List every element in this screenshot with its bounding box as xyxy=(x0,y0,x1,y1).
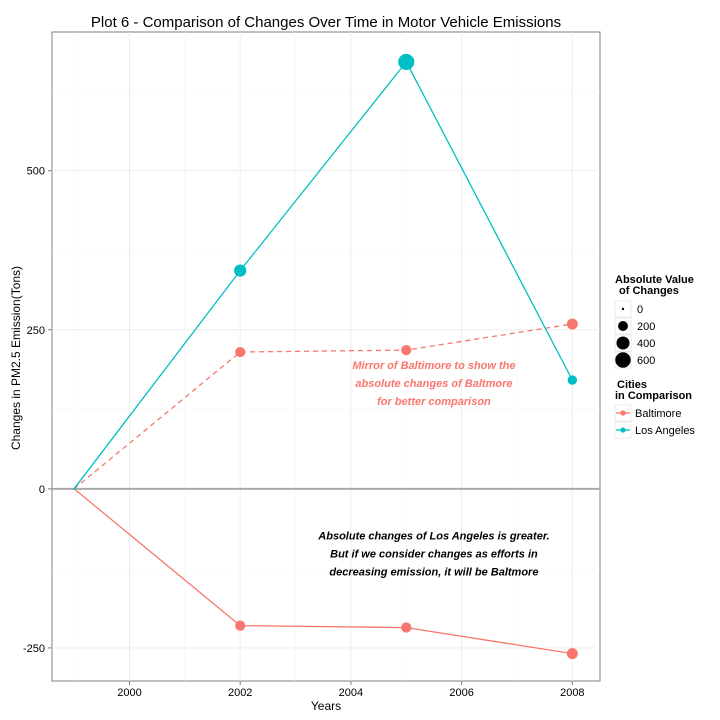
x-tick-label: 2006 xyxy=(449,687,473,699)
color-legend-label: Los Angeles xyxy=(635,425,695,437)
series-point-2 xyxy=(398,53,415,70)
size-legend-label: 400 xyxy=(637,338,655,350)
annotation-line: But if we consider changes as efforts in xyxy=(330,549,538,561)
annotation-line: Absolute changes of Los Angeles is great… xyxy=(317,531,549,543)
size-legend-dot xyxy=(621,307,625,311)
size-legend-label: 0 xyxy=(637,304,643,316)
y-axis-title: Changes in PM2.5 Emission(Tons) xyxy=(9,266,23,450)
y-tick-label: 0 xyxy=(39,484,45,496)
size-legend-dot xyxy=(616,336,630,350)
series-point-0 xyxy=(235,620,246,631)
plot-area: 2000 2002 2004 2006 2008 -250 0 250 500 Mirror of… xyxy=(23,31,601,699)
annotation-line: absolute changes of Baltmore xyxy=(355,378,512,390)
y-tick-label: 500 xyxy=(27,166,45,178)
annotation-1: Absolute changes of Los Angeles is great… xyxy=(317,531,549,579)
annotation-line: for better comparison xyxy=(377,396,491,408)
series-line-0 xyxy=(73,488,573,655)
color-legend-title: in Comparison xyxy=(615,390,692,402)
plot-panel xyxy=(51,31,601,682)
series-line-2 xyxy=(73,60,573,490)
chart-title: Plot 6 - Comparison of Changes Over Time… xyxy=(91,14,561,31)
annotation-line: decreasing emission, it will be Baltmore xyxy=(329,567,538,579)
color-legend-dot xyxy=(620,410,626,416)
color-legend-label: Baltimore xyxy=(635,408,681,420)
annotation-line: Mirror of Baltimore to show the xyxy=(352,360,515,372)
series-point-1 xyxy=(566,318,578,330)
series-point-2 xyxy=(234,264,247,277)
x-tick-label: 2008 xyxy=(560,687,584,699)
series-point-0 xyxy=(566,648,578,660)
size-legend-label: 600 xyxy=(637,355,655,367)
series-point-1 xyxy=(235,346,246,358)
size-legend-label: 200 xyxy=(637,321,655,333)
y-tick-label: -250 xyxy=(23,643,45,655)
series-point-0 xyxy=(401,622,412,633)
color-legend-title: Cities xyxy=(617,379,647,391)
series-point-1 xyxy=(401,345,412,356)
x-tick-label: 2002 xyxy=(228,687,252,699)
size-legend-title: Absolute Value xyxy=(615,274,694,286)
color-legend-dot xyxy=(620,427,626,433)
series-line-1 xyxy=(73,323,573,490)
x-tick-label: 2000 xyxy=(117,687,141,699)
series-point-2 xyxy=(72,487,76,491)
x-axis-title: Years xyxy=(311,699,341,713)
y-tick-label: 250 xyxy=(27,325,45,337)
series-point-2 xyxy=(567,375,577,385)
size-legend-title: of Changes xyxy=(619,285,679,297)
size-legend-dot xyxy=(615,352,631,368)
x-tick-label: 2004 xyxy=(339,687,363,699)
annotation-0: Mirror of Baltimore to show the absolute … xyxy=(352,360,515,408)
size-legend-dot xyxy=(618,321,628,331)
